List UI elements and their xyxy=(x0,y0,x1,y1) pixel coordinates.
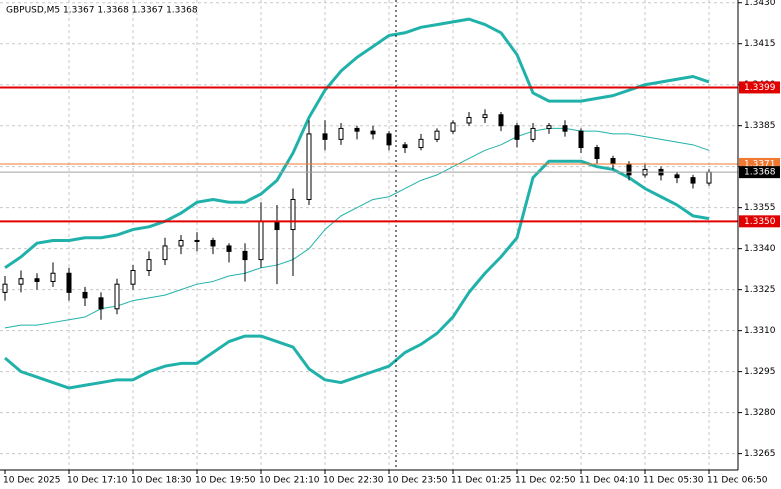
candle-body xyxy=(258,220,264,261)
candle-body xyxy=(82,291,88,299)
labels-layer: 1.34301.34151.34001.33851.33701.33551.33… xyxy=(3,0,780,486)
candle-body xyxy=(498,114,504,127)
candle-body xyxy=(338,127,344,140)
candle-body xyxy=(386,133,392,146)
x-tick-label: 10 Dec 22:30 xyxy=(323,476,384,486)
candle-body xyxy=(450,122,456,132)
candle-body xyxy=(690,177,696,184)
grid-layer xyxy=(0,0,738,470)
candle-body xyxy=(162,245,168,261)
candle-body xyxy=(242,250,248,261)
bollinger-band xyxy=(4,159,710,390)
x-tick-label: 10 Dec 21:10 xyxy=(259,476,320,486)
candle-body xyxy=(594,147,600,159)
x-tick-label: 10 Dec 17:10 xyxy=(67,476,128,486)
y-tick-label: 1.3340 xyxy=(744,244,776,254)
candle-body xyxy=(194,239,200,242)
x-tick-label: 11 Dec 06:50 xyxy=(707,476,768,486)
x-tick-label: 11 Dec 02:50 xyxy=(515,476,576,486)
price-level-label: 1.3350 xyxy=(744,217,776,227)
chart-title: GBPUSD,M5 1.3367 1.3368 1.3367 1.3368 xyxy=(6,6,198,16)
candle-body xyxy=(706,171,712,184)
x-tick-label: 11 Dec 04:10 xyxy=(579,476,640,486)
price-level-label: 1.3399 xyxy=(744,83,776,93)
x-tick-label: 11 Dec 05:30 xyxy=(643,476,704,486)
candle-body xyxy=(354,127,360,132)
candle-body xyxy=(514,125,520,140)
price-level-label: 1.3371 xyxy=(744,159,776,169)
price-level-box xyxy=(739,81,780,94)
candle-body xyxy=(610,157,616,165)
candle-body xyxy=(2,283,8,293)
candle-body xyxy=(418,138,424,149)
levels-layer xyxy=(0,86,738,223)
y-tick-label: 1.3430 xyxy=(744,0,776,8)
candle-body xyxy=(370,130,376,135)
price-level-box xyxy=(739,215,780,228)
candle-body xyxy=(226,245,232,252)
y-tick-label: 1.3355 xyxy=(744,203,776,213)
candle-body xyxy=(146,259,152,272)
x-tick-label: 11 Dec 01:25 xyxy=(451,476,512,486)
candle-body xyxy=(114,283,120,310)
candle-body xyxy=(482,114,488,118)
y-tick-label: 1.3265 xyxy=(744,449,776,459)
candle-body xyxy=(402,144,408,149)
candle-body xyxy=(130,270,136,285)
candle-body xyxy=(210,239,216,247)
candle-body xyxy=(530,127,536,140)
bollinger-band xyxy=(4,17,710,270)
candle-body xyxy=(306,133,312,200)
y-tick-label: 1.3325 xyxy=(744,285,776,295)
candle-body xyxy=(562,125,568,132)
candle-body xyxy=(18,278,24,285)
x-tick-label: 10 Dec 18:30 xyxy=(131,476,192,486)
y-tick-label: 1.3310 xyxy=(744,326,776,336)
x-tick-label: 10 Dec 23:50 xyxy=(387,476,448,486)
marks-layer xyxy=(2,17,712,390)
y-tick-label: 1.3280 xyxy=(744,408,776,418)
candle-body xyxy=(546,125,552,129)
candle-body xyxy=(34,278,40,282)
candle-body xyxy=(290,198,296,231)
candle-body xyxy=(322,133,328,140)
candle-body xyxy=(274,220,280,231)
y-tick-label: 1.3295 xyxy=(744,367,776,377)
y-tick-label: 1.3385 xyxy=(744,121,776,131)
x-tick-label: 10 Dec 19:50 xyxy=(195,476,256,486)
candle-body xyxy=(98,297,104,310)
price-level-box xyxy=(739,166,780,179)
candle-body xyxy=(626,163,632,176)
candle-body xyxy=(66,272,72,293)
candle-body xyxy=(466,117,472,124)
candle-body xyxy=(578,130,584,149)
candle-body xyxy=(674,174,680,179)
bollinger-band xyxy=(4,127,710,329)
candle-body xyxy=(434,130,440,140)
candle-body xyxy=(50,272,56,282)
price-level-label: 1.3368 xyxy=(744,168,776,178)
y-tick-label: 1.3415 xyxy=(744,39,776,49)
x-tick-label: 10 Dec 2025 xyxy=(3,476,61,486)
candle-body xyxy=(178,239,184,247)
